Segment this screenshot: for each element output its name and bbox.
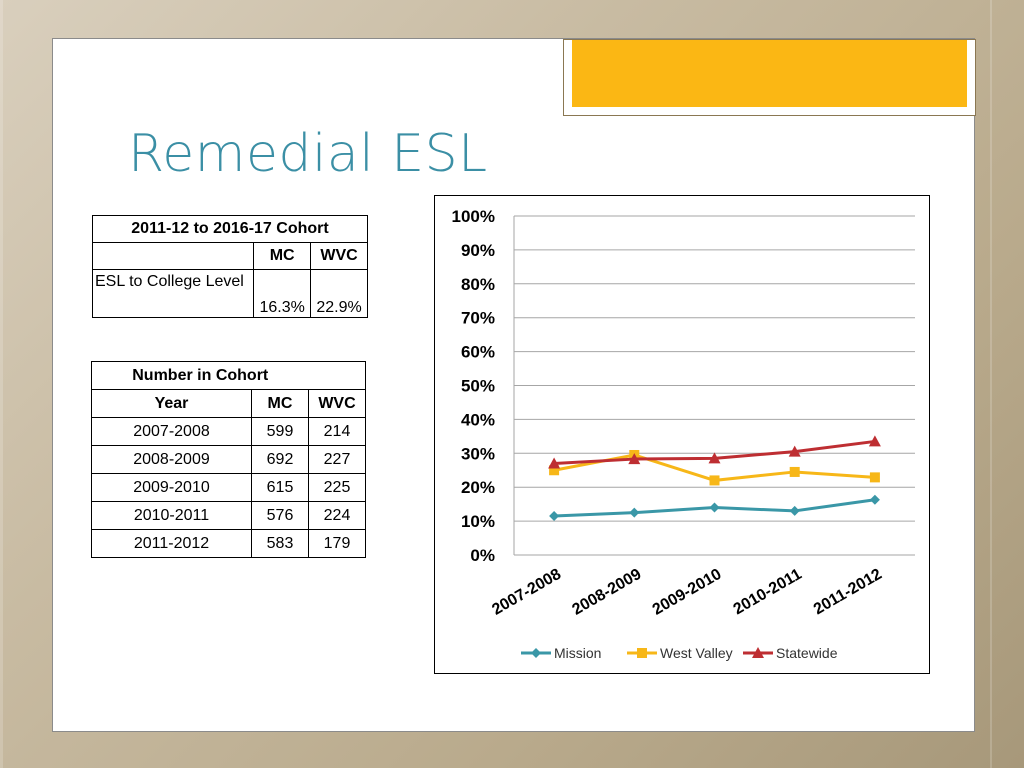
data-point-statewide <box>548 457 561 469</box>
background-stripe <box>990 0 992 768</box>
data-point-mission <box>709 502 720 513</box>
series-statewide <box>548 435 881 469</box>
legend-label: Statewide <box>776 645 838 661</box>
x-tick-label: 2007-2008 <box>489 566 564 619</box>
y-tick-label: 60% <box>461 343 495 362</box>
mc-cell: 692 <box>251 445 309 474</box>
data-point-west-valley <box>549 465 560 476</box>
legend-marker <box>637 648 647 658</box>
y-tick-label: 70% <box>461 309 495 328</box>
legend-label: Mission <box>554 645 601 661</box>
x-tick-label: 2009-2010 <box>650 566 725 619</box>
table-row: 2009-2010 615 225 <box>91 473 366 502</box>
data-point-west-valley <box>869 472 880 483</box>
year-cell: 2010-2011 <box>91 501 252 530</box>
data-point-west-valley <box>709 475 720 486</box>
legend-item-west-valley: West Valley <box>627 645 733 661</box>
y-tick-label: 40% <box>461 410 495 429</box>
legend-item-statewide: Statewide <box>743 645 838 661</box>
row-label: ESL to College Level <box>91 269 255 318</box>
legend-marker <box>752 647 764 658</box>
column-header-mc: MC <box>253 242 312 270</box>
mc-cell: 615 <box>251 473 309 502</box>
legend-marker <box>531 648 541 658</box>
year-cell: 2011-2012 <box>91 529 252 558</box>
mc-cell: 599 <box>251 417 309 446</box>
wvc-cell: 214 <box>308 417 366 446</box>
table-header: Number in Cohort <box>91 361 309 390</box>
value-mc: 16.3% <box>253 269 312 318</box>
y-tick-label: 80% <box>461 275 495 294</box>
column-header-mc: MC <box>251 389 309 418</box>
wvc-cell: 224 <box>308 501 366 530</box>
empty-cell <box>308 361 366 390</box>
data-point-statewide <box>708 452 721 464</box>
mc-cell: 576 <box>251 501 309 530</box>
year-cell: 2007-2008 <box>91 417 252 446</box>
table-row: 2008-2009 692 227 <box>91 445 366 474</box>
y-tick-label: 10% <box>461 512 495 531</box>
data-point-mission <box>549 511 560 522</box>
data-point-statewide <box>628 453 641 465</box>
year-cell: 2008-2009 <box>91 445 252 474</box>
page-title: Remedial ESL <box>128 124 488 184</box>
data-point-mission <box>629 507 640 518</box>
column-header-year: Year <box>91 389 252 418</box>
x-tick-label: 2008-2009 <box>570 566 645 619</box>
y-tick-label: 0% <box>470 546 495 565</box>
accent-frame <box>563 39 976 116</box>
y-tick-label: 90% <box>461 241 495 260</box>
column-header-wvc: WVC <box>308 389 366 418</box>
year-cell: 2009-2010 <box>91 473 252 502</box>
legend-item-mission: Mission <box>521 645 601 661</box>
x-tick-label: 2011-2012 <box>811 566 885 619</box>
data-point-statewide <box>868 435 881 447</box>
series-mission <box>549 494 880 522</box>
accent-box <box>572 40 967 107</box>
completion-table: 2011-12 to 2016-17 Cohort MC WVC ESL to … <box>91 215 368 318</box>
data-point-west-valley <box>789 466 800 477</box>
wvc-cell: 179 <box>308 529 366 558</box>
background-stripe <box>0 0 3 768</box>
line-chart: 0% 10% 20% 30% 40% 50% 60% 70% 80% 90% 100% 2007-20… <box>434 195 930 674</box>
wvc-cell: 225 <box>308 473 366 502</box>
x-tick-label: 2010-2011 <box>731 566 805 619</box>
y-tick-label: 50% <box>461 377 495 396</box>
y-tick-label: 20% <box>461 478 495 497</box>
cohort-table: Number in Cohort Year MC WVC 2007-2008 5… <box>91 361 366 558</box>
table-row: 2007-2008 599 214 <box>91 417 366 446</box>
chart-canvas: 0% 10% 20% 30% 40% 50% 60% 70% 80% 90% 100% 2007-20… <box>452 207 915 661</box>
legend-label: West Valley <box>660 645 733 661</box>
table-row: 2011-2012 583 179 <box>91 529 366 558</box>
value-wvc: 22.9% <box>310 269 368 318</box>
y-tick-label: 100% <box>452 207 495 226</box>
wvc-cell: 227 <box>308 445 366 474</box>
data-point-mission <box>869 494 880 505</box>
empty-cell <box>91 242 255 270</box>
table-row: 2010-2011 576 224 <box>91 501 366 530</box>
column-header-wvc: WVC <box>310 242 368 270</box>
y-tick-label: 30% <box>461 444 495 463</box>
data-point-statewide <box>788 445 801 457</box>
data-point-mission <box>789 505 800 516</box>
table-header: 2011-12 to 2016-17 Cohort <box>92 215 368 243</box>
mc-cell: 583 <box>251 529 309 558</box>
